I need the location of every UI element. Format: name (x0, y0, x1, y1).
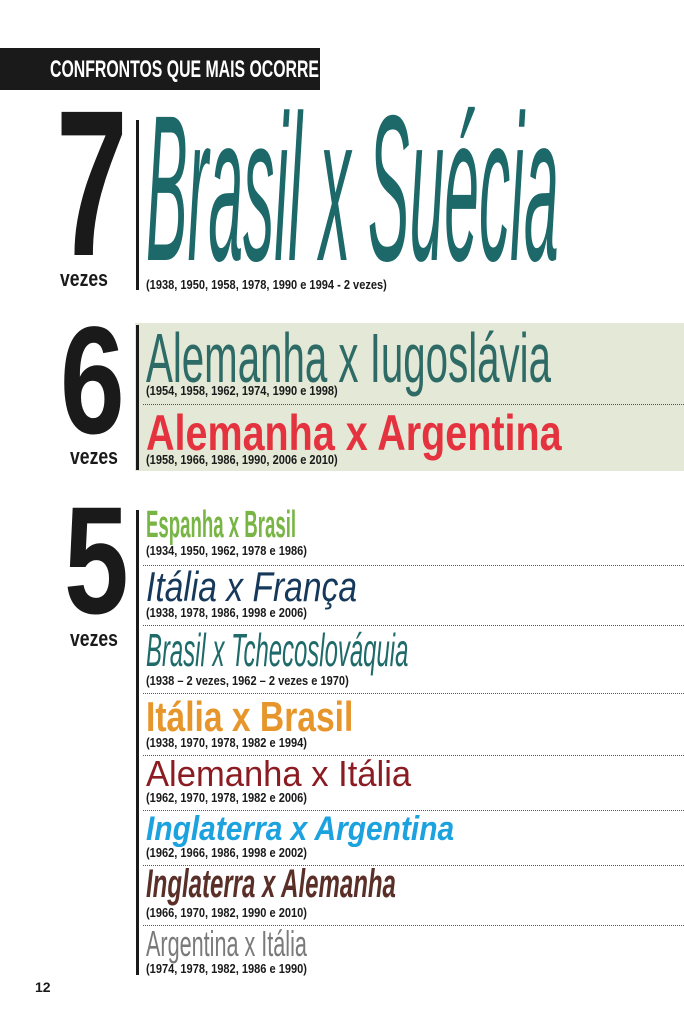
page-number: 12 (35, 979, 51, 995)
match-years: (1962, 1970, 1978, 1982 e 2006) (146, 790, 307, 805)
match-years: (1954, 1958, 1962, 1974, 1990 e 1998) (146, 383, 338, 398)
match-years: (1938 – 2 vezes, 1962 – 2 vezes e 1970) (146, 673, 349, 688)
count-unit: vezes (70, 626, 118, 651)
separator (143, 755, 684, 756)
separator (143, 565, 684, 566)
divider (136, 120, 139, 290)
match-title: Itália x Brasil (146, 693, 354, 740)
match-title: Alemanha x Itália (146, 753, 412, 794)
separator (143, 625, 684, 626)
count-unit: vezes (60, 266, 108, 291)
match-years: (1938, 1970, 1978, 1982 e 1994) (146, 735, 307, 750)
separator (143, 693, 684, 694)
highlight-band (135, 323, 684, 471)
match-title: Argentina x Itália (146, 923, 307, 964)
separator (143, 865, 684, 866)
header-title: CONFRONTOS QUE MAIS OCORRERAM (50, 56, 356, 83)
match-years: (1958, 1966, 1986, 1990, 2006 e 2010) (146, 452, 338, 467)
match-years: (1934, 1950, 1962, 1978 e 1986) (146, 543, 307, 558)
separator (143, 404, 684, 405)
match-title: Inglaterra x Alemanha (146, 862, 396, 906)
match-years: (1962, 1966, 1986, 1998 e 2002) (146, 845, 307, 860)
count-unit: vezes (70, 444, 118, 469)
match-years: (1966, 1970, 1982, 1990 e 2010) (146, 905, 307, 920)
separator (143, 810, 684, 811)
count: 5 (64, 475, 129, 646)
match-title: Inglaterra x Argentina (146, 810, 455, 848)
count: 6 (60, 295, 125, 466)
separator (143, 925, 684, 926)
divider (136, 325, 139, 470)
match-title: Alemanha x Argentina (146, 405, 562, 461)
match-years: (1938, 1950, 1958, 1978, 1990 e 1994 - 2… (146, 277, 387, 292)
divider (136, 510, 139, 975)
count: 7 (56, 68, 128, 300)
match-title: Alemanha x Iugoslávia (146, 319, 551, 397)
match-title: Itália x França (146, 563, 358, 610)
match-title: Espanha x Brasil (146, 504, 297, 546)
match-years: (1974, 1978, 1982, 1986 e 1990) (146, 961, 307, 976)
match-title: Brasil x Tchecoslováquia (146, 624, 409, 676)
match-years: (1938, 1978, 1986, 1998 e 2006) (146, 605, 307, 620)
match-title: Brasil x Suécia (146, 73, 559, 305)
header-bar (0, 48, 320, 90)
